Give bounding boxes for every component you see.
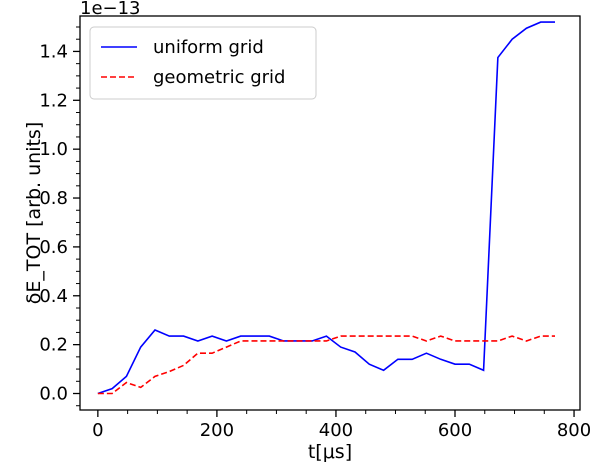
plot-frame xyxy=(79,15,581,411)
legend-label: geometric grid xyxy=(153,67,285,88)
series-line-geometric-grid xyxy=(97,335,555,395)
x-tick-label: 600 xyxy=(438,420,472,441)
x-tick-label: 200 xyxy=(200,420,234,441)
legend-label: uniform grid xyxy=(153,37,264,58)
y-axis-label: δE_TOT [arb. units] xyxy=(23,122,45,304)
y-tick-label: 0.0 xyxy=(39,384,68,405)
y-tick-label: 0.4 xyxy=(39,286,68,307)
legend: uniform grid geometric grid xyxy=(89,26,317,100)
y-axis-multiplier: 1e−13 xyxy=(80,0,141,19)
y-tick-label: 0.8 xyxy=(39,188,68,209)
y-tick-label: 1.0 xyxy=(39,139,68,160)
x-tick-label: 400 xyxy=(319,420,353,441)
legend-box xyxy=(89,26,317,100)
axis-layer: 0 200 400 600 800 0.0 0.2 0.4 0.6 0.8 1.0 1.2 1.4 xyxy=(39,26,591,441)
y-tick-label: 1.2 xyxy=(39,90,68,111)
x-axis-label: t[μs] xyxy=(308,441,352,463)
x-tick-label: 800 xyxy=(557,420,591,441)
x-tick-label: 0 xyxy=(92,420,103,441)
y-tick-label: 1.4 xyxy=(39,41,68,62)
y-tick-label: 0.2 xyxy=(39,335,68,356)
series-line-uniform-grid xyxy=(97,21,555,395)
series-layer xyxy=(97,21,555,395)
y-tick-label: 0.6 xyxy=(39,237,68,258)
